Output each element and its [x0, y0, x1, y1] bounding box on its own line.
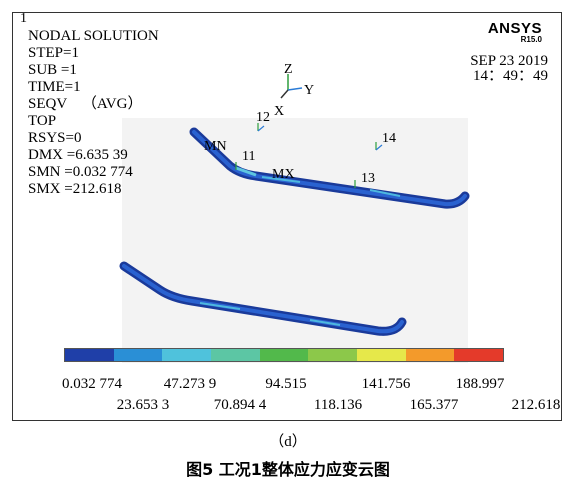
legend-label: 141.756: [361, 376, 411, 392]
node-14-label: 14: [382, 131, 396, 146]
node-markers: 12 14 11 13 MN MX: [204, 110, 396, 188]
info-view: TOP: [28, 113, 57, 129]
colorbar-segment: [357, 349, 406, 361]
triad-y-label: Y: [304, 83, 314, 98]
contour-legend-colorbar: [64, 348, 504, 362]
date-label: SEP 23 2019: [470, 53, 548, 69]
window-number: 1: [20, 11, 27, 26]
node-11-label: 11: [242, 149, 255, 164]
node-13-label: 13: [361, 171, 375, 186]
timestamp: SEP 23 2019 14：49：49: [470, 54, 548, 84]
coordinate-triad: Z Y X: [274, 62, 314, 119]
logo-version: R15.0: [520, 35, 542, 44]
ansys-logo: ANSYS R15.0: [488, 20, 542, 44]
min-marker-label: MN: [204, 139, 227, 154]
legend-label: 47.273 9: [163, 376, 217, 392]
colorbar-segment: [162, 349, 212, 361]
upper-pipe: [189, 127, 470, 209]
legend-label: 0.032 774: [62, 376, 122, 392]
info-rsys: RSYS=0: [28, 130, 82, 146]
colorbar-segment: [405, 349, 455, 361]
info-smn: SMN =0.032 774: [28, 164, 133, 180]
legend-label: 94.515: [265, 376, 307, 392]
solution-info: NODAL SOLUTION STEP=1 SUB =1 TIME=1 SEQV （AV…: [28, 28, 159, 198]
triad-x-label: X: [274, 104, 284, 119]
legend-label: 188.997: [455, 376, 505, 392]
time-label: 14：49：49: [472, 68, 548, 84]
logo-name: ANSYS: [487, 20, 542, 37]
legend-label: 212.618: [511, 397, 561, 413]
max-marker-label: MX: [272, 167, 295, 182]
legend-label: 118.136: [313, 397, 363, 413]
info-step: STEP=1: [28, 45, 79, 61]
colorbar-segment: [65, 349, 114, 361]
figure-caption: 图5 工况1整体应力应变云图: [186, 460, 390, 479]
info-time: TIME=1: [28, 79, 81, 95]
colorbar-segment: [454, 349, 504, 361]
info-seqv: SEQV （AVG）: [28, 96, 143, 112]
colorbar-segment: [211, 349, 260, 361]
colorbar-segment: [259, 349, 309, 361]
node-12-label: 12: [256, 110, 270, 125]
lower-pipe: [119, 261, 407, 336]
legend-label: 70.894 4: [213, 397, 267, 413]
triad-z-label: Z: [284, 62, 293, 77]
legend-label: 165.377: [409, 397, 459, 413]
colorbar-segment: [113, 349, 163, 361]
figure-subcaption: （d）: [269, 434, 307, 450]
info-smx: SMX =212.618: [28, 181, 122, 197]
info-title: NODAL SOLUTION: [28, 28, 159, 44]
colorbar-segment: [308, 349, 358, 361]
legend-label: 23.653 3: [116, 397, 170, 413]
info-sub: SUB =1: [28, 62, 77, 78]
info-dmx: DMX =6.635 39: [28, 147, 128, 163]
